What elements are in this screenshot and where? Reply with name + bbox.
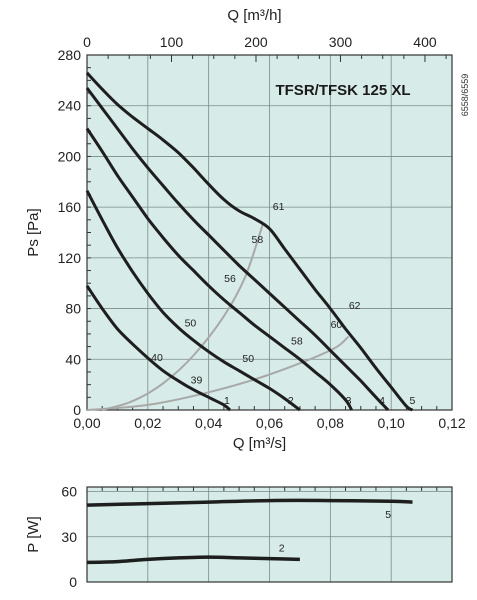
y-tick-label: 240 (58, 98, 82, 114)
power-curve-5 (86, 498, 413, 507)
curve-label: 58 (251, 234, 263, 246)
fan-curve-4 (85, 87, 390, 412)
x-tick-label: 0,10 (378, 415, 405, 431)
power-y-tick-label: 30 (61, 529, 77, 545)
x-tick-label: 0,06 (256, 415, 283, 431)
x-tick-label: 0,04 (195, 415, 222, 431)
curve-label: 58 (291, 335, 303, 347)
x-tick-label: 0,12 (438, 415, 465, 431)
curve-label: 2 (288, 395, 294, 407)
curve-label: 60 (331, 319, 343, 331)
y-tick-label: 200 (58, 148, 82, 164)
chart-title: TFSR/TFSK 125 XL (275, 82, 410, 99)
x2-tick-label: 300 (329, 34, 353, 50)
curve-label: 50 (185, 318, 197, 330)
curve-label: 5 (410, 395, 416, 407)
fan-curve-1 (85, 284, 231, 412)
y-tick-label: 120 (58, 250, 82, 266)
y-tick-label: 0 (73, 402, 81, 418)
x2-tick-label: 0 (83, 34, 91, 50)
x2-tick-label: 100 (160, 34, 184, 50)
x2-tick-label: 200 (244, 34, 268, 50)
power-curve-label: 2 (279, 542, 285, 554)
y-tick-label: 40 (65, 351, 81, 367)
curve-label: 50 (242, 353, 254, 365)
curve-label: 40 (151, 352, 163, 364)
y-tick-label: 80 (65, 301, 81, 317)
figure-code: 6558/6559 (460, 74, 470, 117)
curve-label: 4 (379, 395, 385, 407)
curve-label: 61 (273, 201, 285, 213)
curve-label: 39 (191, 375, 203, 387)
x-tick-label: 0,08 (317, 415, 344, 431)
x2-axis-label: Q [m³/h] (227, 7, 281, 24)
efficiency-curve-50 (101, 222, 265, 411)
power-y-axis-label: P [W] (25, 516, 42, 552)
fan-curve-2 (85, 190, 301, 412)
fan-curve-5 (85, 71, 414, 412)
x-tick-label: 0,02 (134, 415, 161, 431)
efficiency-curve-39 (86, 335, 350, 411)
x-axis-label: Q [m³/s] (233, 435, 286, 452)
x-tick-label: 0,00 (73, 415, 100, 431)
power-curve-2 (86, 555, 300, 565)
power-curve-label: 5 (385, 509, 391, 521)
curve-label: 56 (224, 273, 236, 285)
fan-curve-3 (85, 127, 353, 411)
power-y-tick-label: 0 (69, 574, 77, 590)
power-plot-frame (86, 486, 453, 583)
y-tick-label: 160 (58, 199, 82, 215)
y-tick-label: 280 (58, 47, 82, 63)
curve-label: 62 (349, 300, 361, 312)
power-y-tick-label: 60 (61, 484, 77, 500)
x2-tick-label: 400 (413, 34, 437, 50)
y-axis-label: Ps [Pa] (25, 208, 42, 256)
curve-label: 1 (224, 395, 230, 407)
curve-label: 3 (346, 395, 352, 407)
